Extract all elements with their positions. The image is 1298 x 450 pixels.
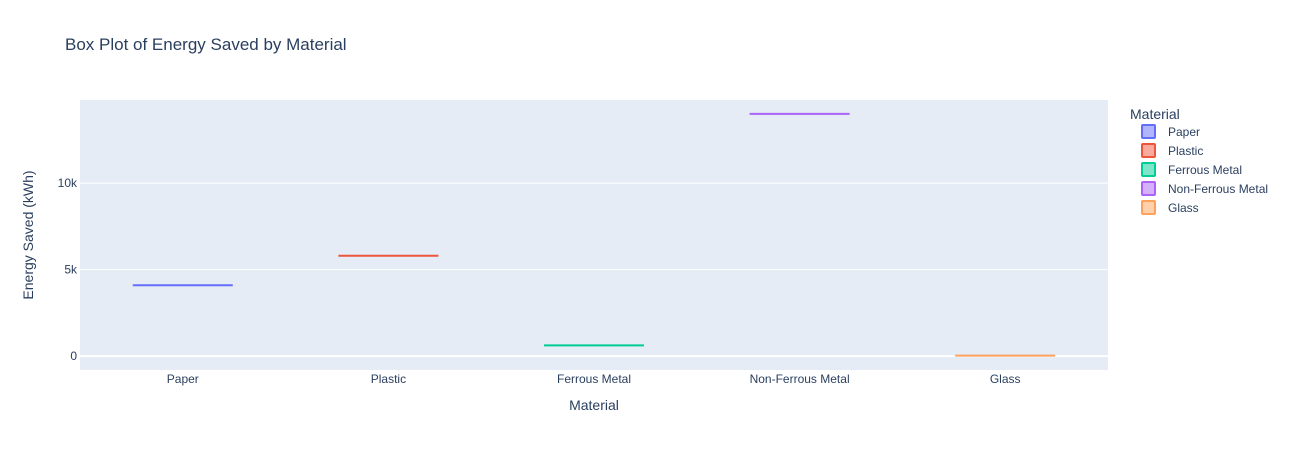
legend-item[interactable]: Ferrous Metal — [1141, 162, 1242, 177]
x-tick-label: Glass — [990, 372, 1021, 386]
legend-swatch — [1141, 143, 1156, 158]
legend-label: Ferrous Metal — [1168, 163, 1242, 177]
y-gridlines — [80, 182, 1108, 358]
legend-label: Glass — [1168, 201, 1199, 215]
y-axis-title: Energy Saved (kWh) — [20, 170, 36, 299]
x-tick-label: Paper — [167, 372, 199, 386]
legend-swatch — [1141, 124, 1156, 139]
x-tick-label: Ferrous Metal — [557, 372, 631, 386]
legend-item[interactable]: Plastic — [1141, 143, 1203, 158]
legend-item[interactable]: Glass — [1141, 200, 1199, 215]
y-tick-label: 0 — [70, 349, 77, 363]
x-axis-title: Material — [569, 397, 619, 413]
legend-label: Paper — [1168, 125, 1200, 139]
chart-title: Box Plot of Energy Saved by Material — [65, 35, 347, 54]
legend-item[interactable]: Paper — [1141, 124, 1200, 139]
legend-swatch — [1141, 162, 1156, 177]
y-tick-labels: 0 5k 10k — [58, 176, 78, 363]
x-tick-labels: Paper Plastic Ferrous Metal Non-Ferrous Met… — [167, 372, 1021, 386]
x-tick-label: Non-Ferrous Metal — [750, 372, 850, 386]
x-tick-label: Plastic — [371, 372, 406, 386]
legend-label: Non-Ferrous Metal — [1168, 182, 1268, 196]
plot-area — [80, 100, 1108, 370]
legend-swatch — [1141, 181, 1156, 196]
legend-swatch — [1141, 200, 1156, 215]
y-tick-label: 10k — [58, 176, 78, 190]
legend-title: Material — [1130, 106, 1180, 122]
legend-item[interactable]: Non-Ferrous Metal — [1141, 181, 1268, 196]
legend-label: Plastic — [1168, 144, 1203, 158]
legend: Material Paper Plastic Ferrous Metal Non-Fe… — [1130, 106, 1268, 215]
y-tick-label: 5k — [64, 263, 78, 277]
box-series — [132, 112, 1056, 357]
